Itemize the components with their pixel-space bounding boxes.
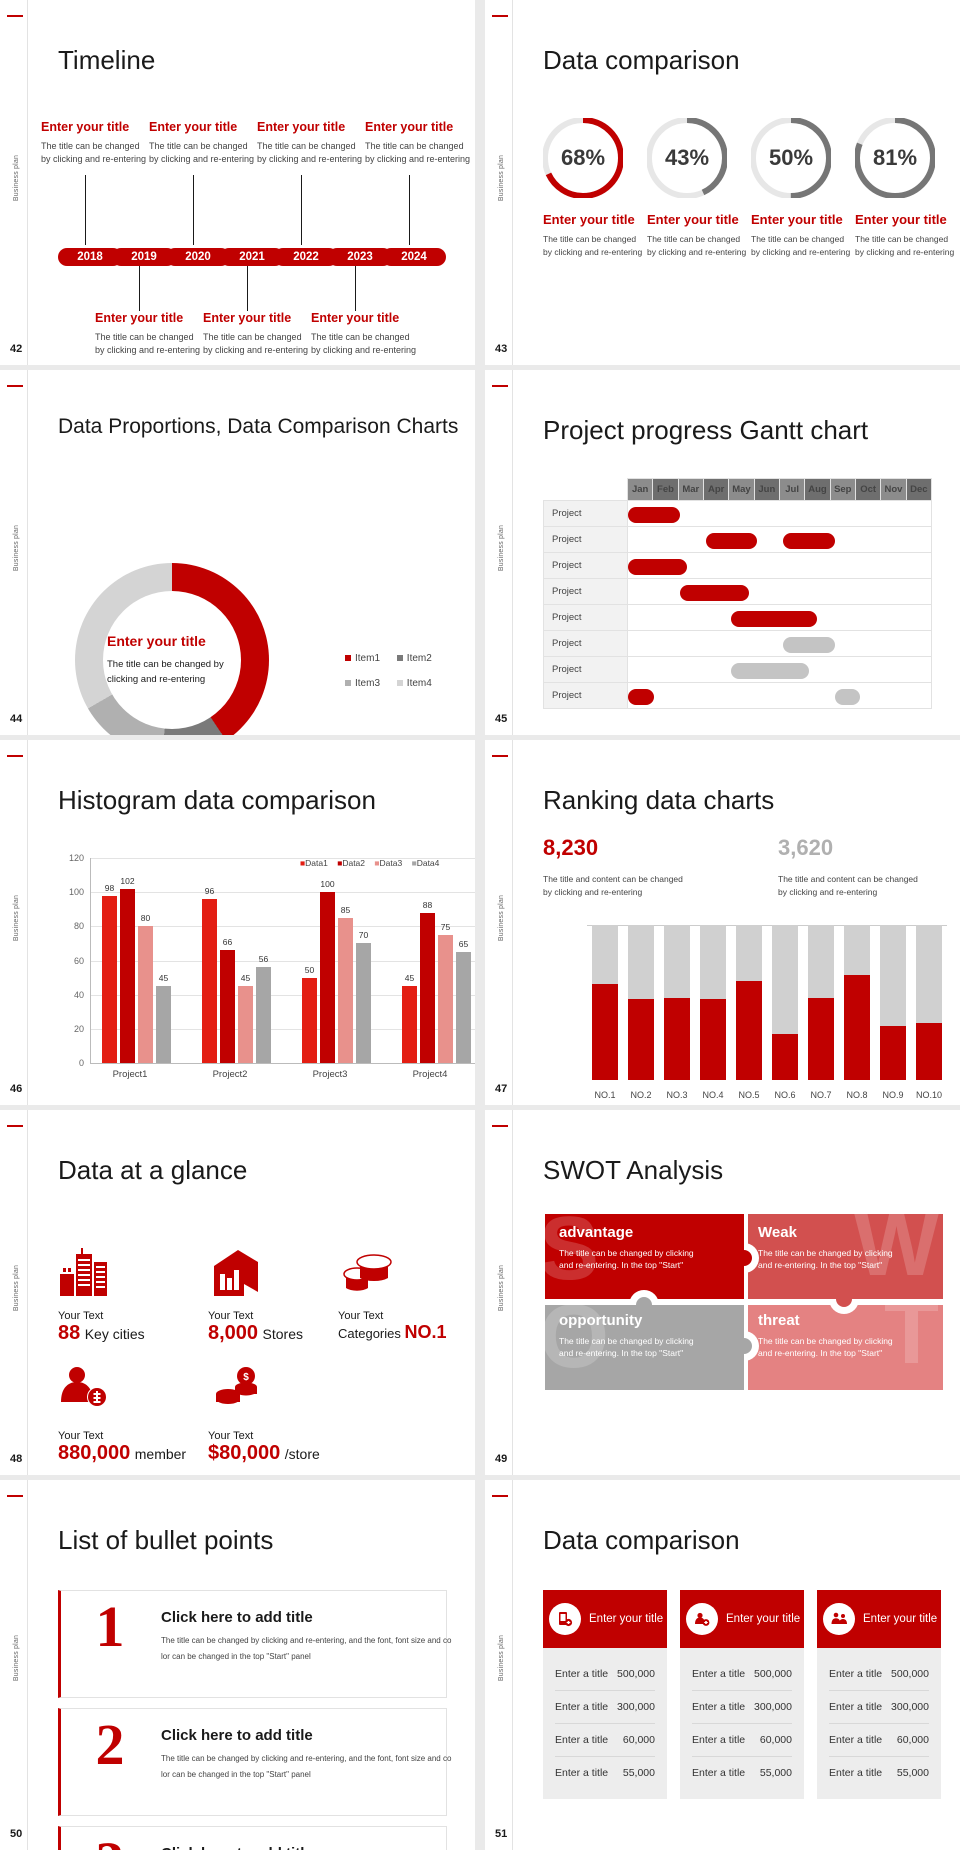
svg-text:$: $ [243, 1372, 249, 1383]
